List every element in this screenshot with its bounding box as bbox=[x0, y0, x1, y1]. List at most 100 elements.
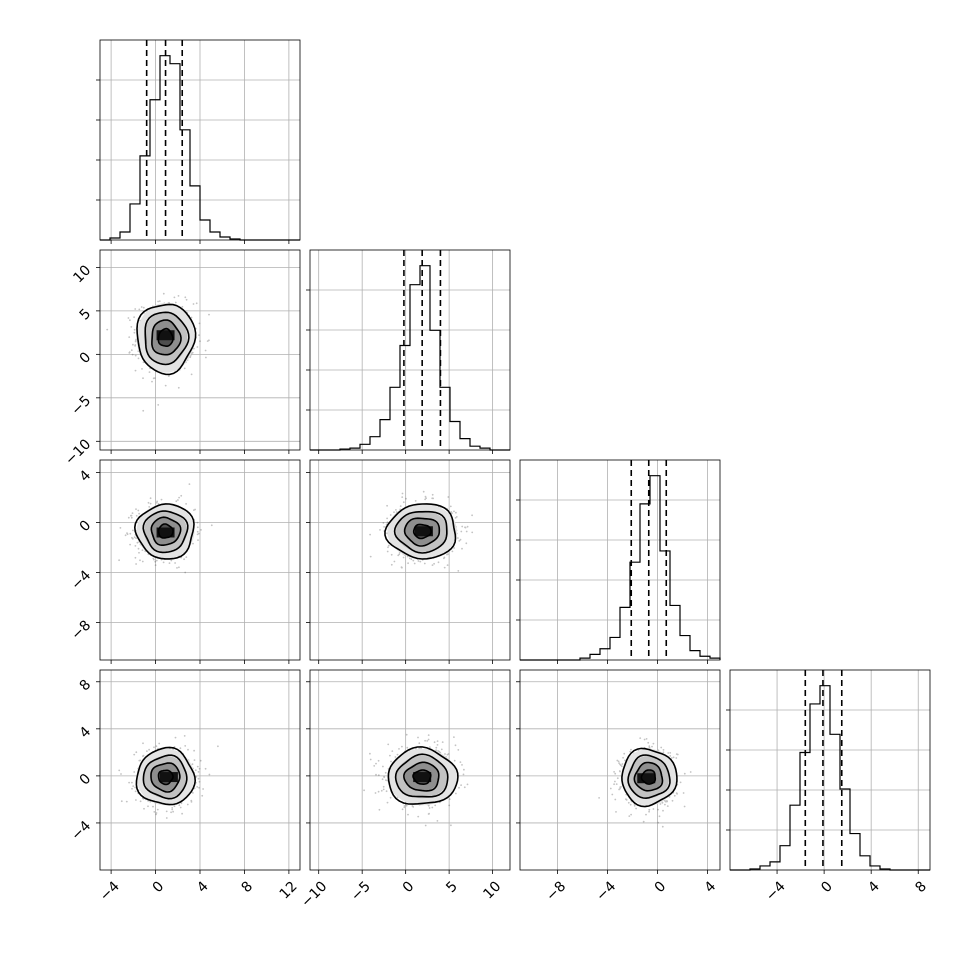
scatter-point bbox=[417, 815, 420, 818]
scatter-point bbox=[184, 296, 187, 299]
scatter-point bbox=[671, 799, 674, 802]
scatter-point bbox=[173, 296, 176, 299]
scatter-point bbox=[440, 748, 443, 751]
scatter-point bbox=[661, 802, 664, 804]
scatter-point bbox=[171, 807, 174, 809]
scatter-point bbox=[177, 386, 180, 389]
y-tick-label: −4 bbox=[68, 818, 94, 844]
scatter-point bbox=[679, 781, 682, 784]
scatter-point bbox=[618, 770, 621, 772]
scatter-point bbox=[165, 817, 168, 819]
scatter-point bbox=[142, 306, 145, 309]
pair-content bbox=[100, 670, 300, 870]
y-tick-label: 4 bbox=[77, 724, 95, 742]
scatter-point bbox=[435, 749, 437, 752]
scatter-point bbox=[373, 765, 376, 767]
scatter-point bbox=[424, 824, 427, 827]
scatter-point bbox=[386, 532, 388, 535]
scatter-point bbox=[369, 533, 371, 536]
hist-panel-2 bbox=[516, 459, 721, 661]
scatter-point bbox=[422, 490, 425, 493]
x-tick-label: 0 bbox=[818, 878, 836, 896]
scatter-point bbox=[134, 308, 137, 310]
y-tick-label: −10 bbox=[62, 436, 94, 468]
scatter-point bbox=[137, 357, 140, 360]
scatter-point bbox=[382, 522, 385, 524]
scatter-point bbox=[196, 765, 199, 768]
scatter-point bbox=[134, 556, 137, 559]
scatter-point bbox=[647, 741, 650, 744]
scatter-point bbox=[196, 533, 199, 536]
scatter-point bbox=[135, 537, 138, 540]
scatter-point bbox=[134, 354, 137, 357]
scatter-point bbox=[168, 562, 171, 564]
scatter-point bbox=[130, 514, 133, 517]
scatter-point bbox=[198, 767, 201, 770]
contour-line-2 bbox=[142, 754, 188, 800]
scatter-point bbox=[411, 805, 414, 807]
contour-line-3 bbox=[133, 503, 195, 560]
contour-line-0 bbox=[157, 523, 174, 539]
scatter-point bbox=[134, 369, 137, 372]
scatter-point bbox=[374, 792, 377, 794]
pair-panel-0-3 bbox=[99, 669, 301, 871]
scatter-point bbox=[459, 761, 462, 763]
scatter-point bbox=[147, 501, 150, 504]
scatter-point bbox=[178, 566, 180, 569]
scatter-point bbox=[174, 562, 177, 564]
scatter-point bbox=[661, 801, 664, 804]
scatter-point bbox=[657, 821, 659, 824]
scatter-point bbox=[387, 544, 390, 547]
contour-line-1 bbox=[151, 319, 182, 356]
scatter-point bbox=[193, 759, 196, 761]
scatter-point bbox=[645, 813, 647, 816]
scatter-point bbox=[598, 797, 600, 799]
contour-line-0 bbox=[412, 769, 432, 786]
contour-line-3 bbox=[135, 746, 197, 806]
scatter-point bbox=[198, 334, 200, 336]
scatter-point bbox=[198, 786, 201, 789]
scatter-point bbox=[427, 734, 430, 736]
scatter-point bbox=[135, 508, 137, 510]
panel-frame bbox=[519, 459, 721, 661]
scatter-point bbox=[206, 340, 209, 342]
scatter-point bbox=[418, 742, 421, 745]
x-tick-label: 4 bbox=[194, 878, 212, 896]
scatter-point bbox=[386, 521, 389, 524]
scatter-point bbox=[383, 526, 385, 528]
scatter-point bbox=[208, 773, 211, 776]
scatter-point bbox=[619, 787, 621, 790]
scatter-point bbox=[447, 753, 450, 755]
scatter-point bbox=[398, 748, 400, 750]
scatter-point bbox=[192, 792, 194, 794]
scatter-point bbox=[198, 780, 201, 783]
scatter-point bbox=[153, 558, 155, 561]
scatter-point bbox=[155, 813, 158, 816]
scatter-point bbox=[157, 300, 160, 303]
scatter-point bbox=[201, 794, 204, 797]
scatter-point bbox=[178, 804, 181, 807]
hist-panel-0 bbox=[96, 39, 301, 241]
scatter-point bbox=[140, 306, 143, 308]
scatter-point bbox=[454, 517, 457, 519]
scatter-point bbox=[453, 736, 455, 738]
scatter-point bbox=[664, 803, 666, 806]
scatter-point bbox=[676, 793, 678, 795]
scatter-point bbox=[399, 505, 402, 507]
scatter-point bbox=[459, 538, 462, 541]
contour-line-0 bbox=[157, 327, 174, 347]
scatter-point bbox=[463, 786, 466, 789]
scatter-point bbox=[152, 557, 155, 560]
scatter-point bbox=[158, 300, 161, 302]
scatter-point bbox=[200, 529, 202, 531]
scatter-point bbox=[151, 380, 153, 383]
scatter-point bbox=[208, 339, 210, 342]
scatter-point bbox=[124, 534, 127, 537]
scatter-point bbox=[668, 796, 671, 798]
ticks-3-1 bbox=[306, 681, 494, 874]
density-peak bbox=[156, 527, 175, 538]
scatter-point bbox=[197, 777, 200, 780]
x-tick-label: 8 bbox=[239, 878, 257, 896]
scatter-point bbox=[633, 804, 636, 807]
histogram-1 bbox=[310, 265, 510, 451]
